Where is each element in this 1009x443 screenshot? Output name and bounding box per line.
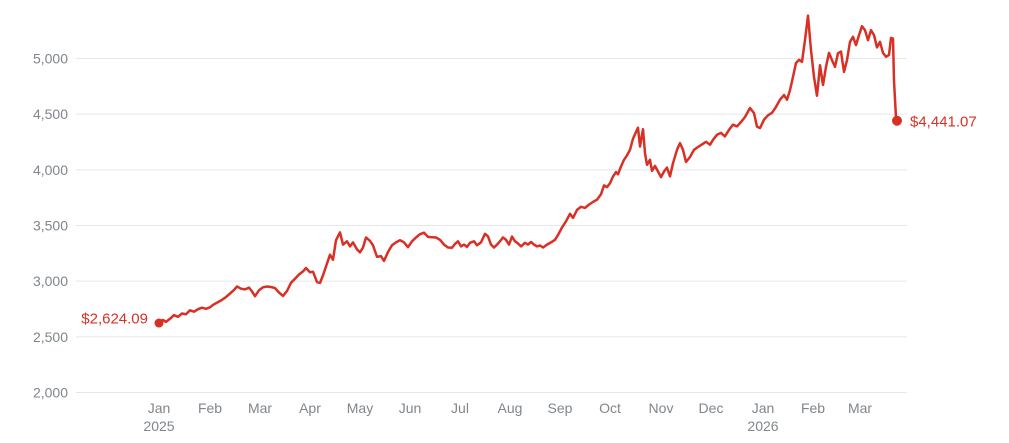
price-line[interactable] (157, 14, 899, 325)
start-dot (154, 318, 164, 328)
x-axis-year-label: 2026 (747, 418, 778, 434)
x-axis-label: May (347, 400, 373, 416)
x-axis-label: Jun (399, 400, 422, 416)
y-axis-label: 5,000 (33, 51, 68, 67)
y-axis-label: 3,500 (33, 218, 68, 234)
end-price-label: $4,441.07 (910, 113, 977, 131)
x-axis-label: Jul (451, 400, 469, 416)
x-axis-label: Jan (148, 400, 171, 416)
y-axis-label: 4,000 (33, 162, 68, 178)
x-axis-label: Oct (599, 400, 621, 416)
x-axis-label: Feb (198, 400, 222, 416)
end-dot (892, 115, 902, 126)
x-axis-year-label: 2025 (143, 418, 174, 434)
x-axis-label: Dec (699, 400, 724, 416)
x-axis-label: Sep (548, 400, 573, 416)
y-axis-label: 2,500 (33, 329, 68, 345)
y-axis-label: 2,000 (33, 385, 68, 401)
x-axis-label: Jan (752, 400, 775, 416)
y-axis-label: 4,500 (33, 106, 68, 122)
x-axis-label: Feb (801, 400, 825, 416)
x-axis-label: Mar (848, 400, 872, 416)
x-axis-label: Nov (649, 400, 674, 416)
y-axis-label: 3,000 (33, 273, 68, 289)
start-price-label: $2,624.09 (81, 310, 148, 328)
x-axis-label: Apr (299, 400, 321, 416)
x-axis-label: Mar (248, 400, 272, 416)
x-axis-label: Aug (498, 400, 523, 416)
